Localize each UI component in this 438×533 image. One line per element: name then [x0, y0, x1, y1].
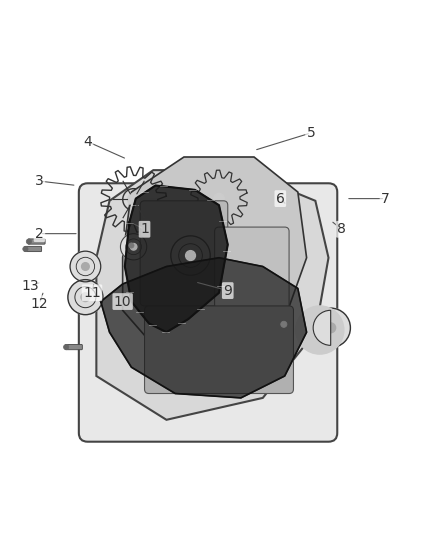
Text: 2: 2 [35, 227, 44, 241]
Circle shape [81, 263, 89, 270]
Text: 12: 12 [31, 297, 48, 311]
Circle shape [281, 321, 287, 327]
Wedge shape [313, 310, 331, 345]
FancyBboxPatch shape [28, 239, 45, 244]
Circle shape [23, 246, 28, 252]
Circle shape [26, 239, 32, 244]
Text: 11: 11 [83, 286, 101, 300]
Text: 9: 9 [223, 284, 232, 297]
Text: 3: 3 [35, 174, 44, 188]
FancyBboxPatch shape [140, 201, 228, 306]
Circle shape [171, 236, 210, 275]
Circle shape [326, 323, 336, 333]
FancyBboxPatch shape [25, 246, 42, 252]
Circle shape [311, 308, 350, 348]
Circle shape [131, 244, 137, 250]
Circle shape [296, 306, 344, 354]
Text: 6: 6 [276, 191, 285, 206]
Polygon shape [101, 258, 307, 398]
Text: 7: 7 [381, 191, 390, 206]
Text: 8: 8 [337, 222, 346, 236]
Text: 13: 13 [22, 279, 39, 293]
Circle shape [127, 193, 140, 206]
Circle shape [70, 251, 101, 282]
Circle shape [129, 243, 134, 248]
Polygon shape [123, 157, 307, 354]
FancyBboxPatch shape [65, 344, 82, 350]
Circle shape [81, 293, 90, 302]
FancyBboxPatch shape [145, 306, 293, 393]
FancyBboxPatch shape [215, 227, 289, 324]
Text: 1: 1 [140, 222, 149, 236]
Circle shape [64, 344, 69, 350]
FancyBboxPatch shape [79, 183, 337, 442]
Text: 5: 5 [307, 126, 315, 140]
Text: 4: 4 [83, 135, 92, 149]
Text: 10: 10 [114, 295, 131, 309]
Polygon shape [96, 170, 328, 420]
Circle shape [68, 280, 103, 314]
Circle shape [186, 251, 195, 261]
Circle shape [214, 193, 224, 204]
Circle shape [120, 233, 147, 260]
Polygon shape [125, 185, 228, 332]
